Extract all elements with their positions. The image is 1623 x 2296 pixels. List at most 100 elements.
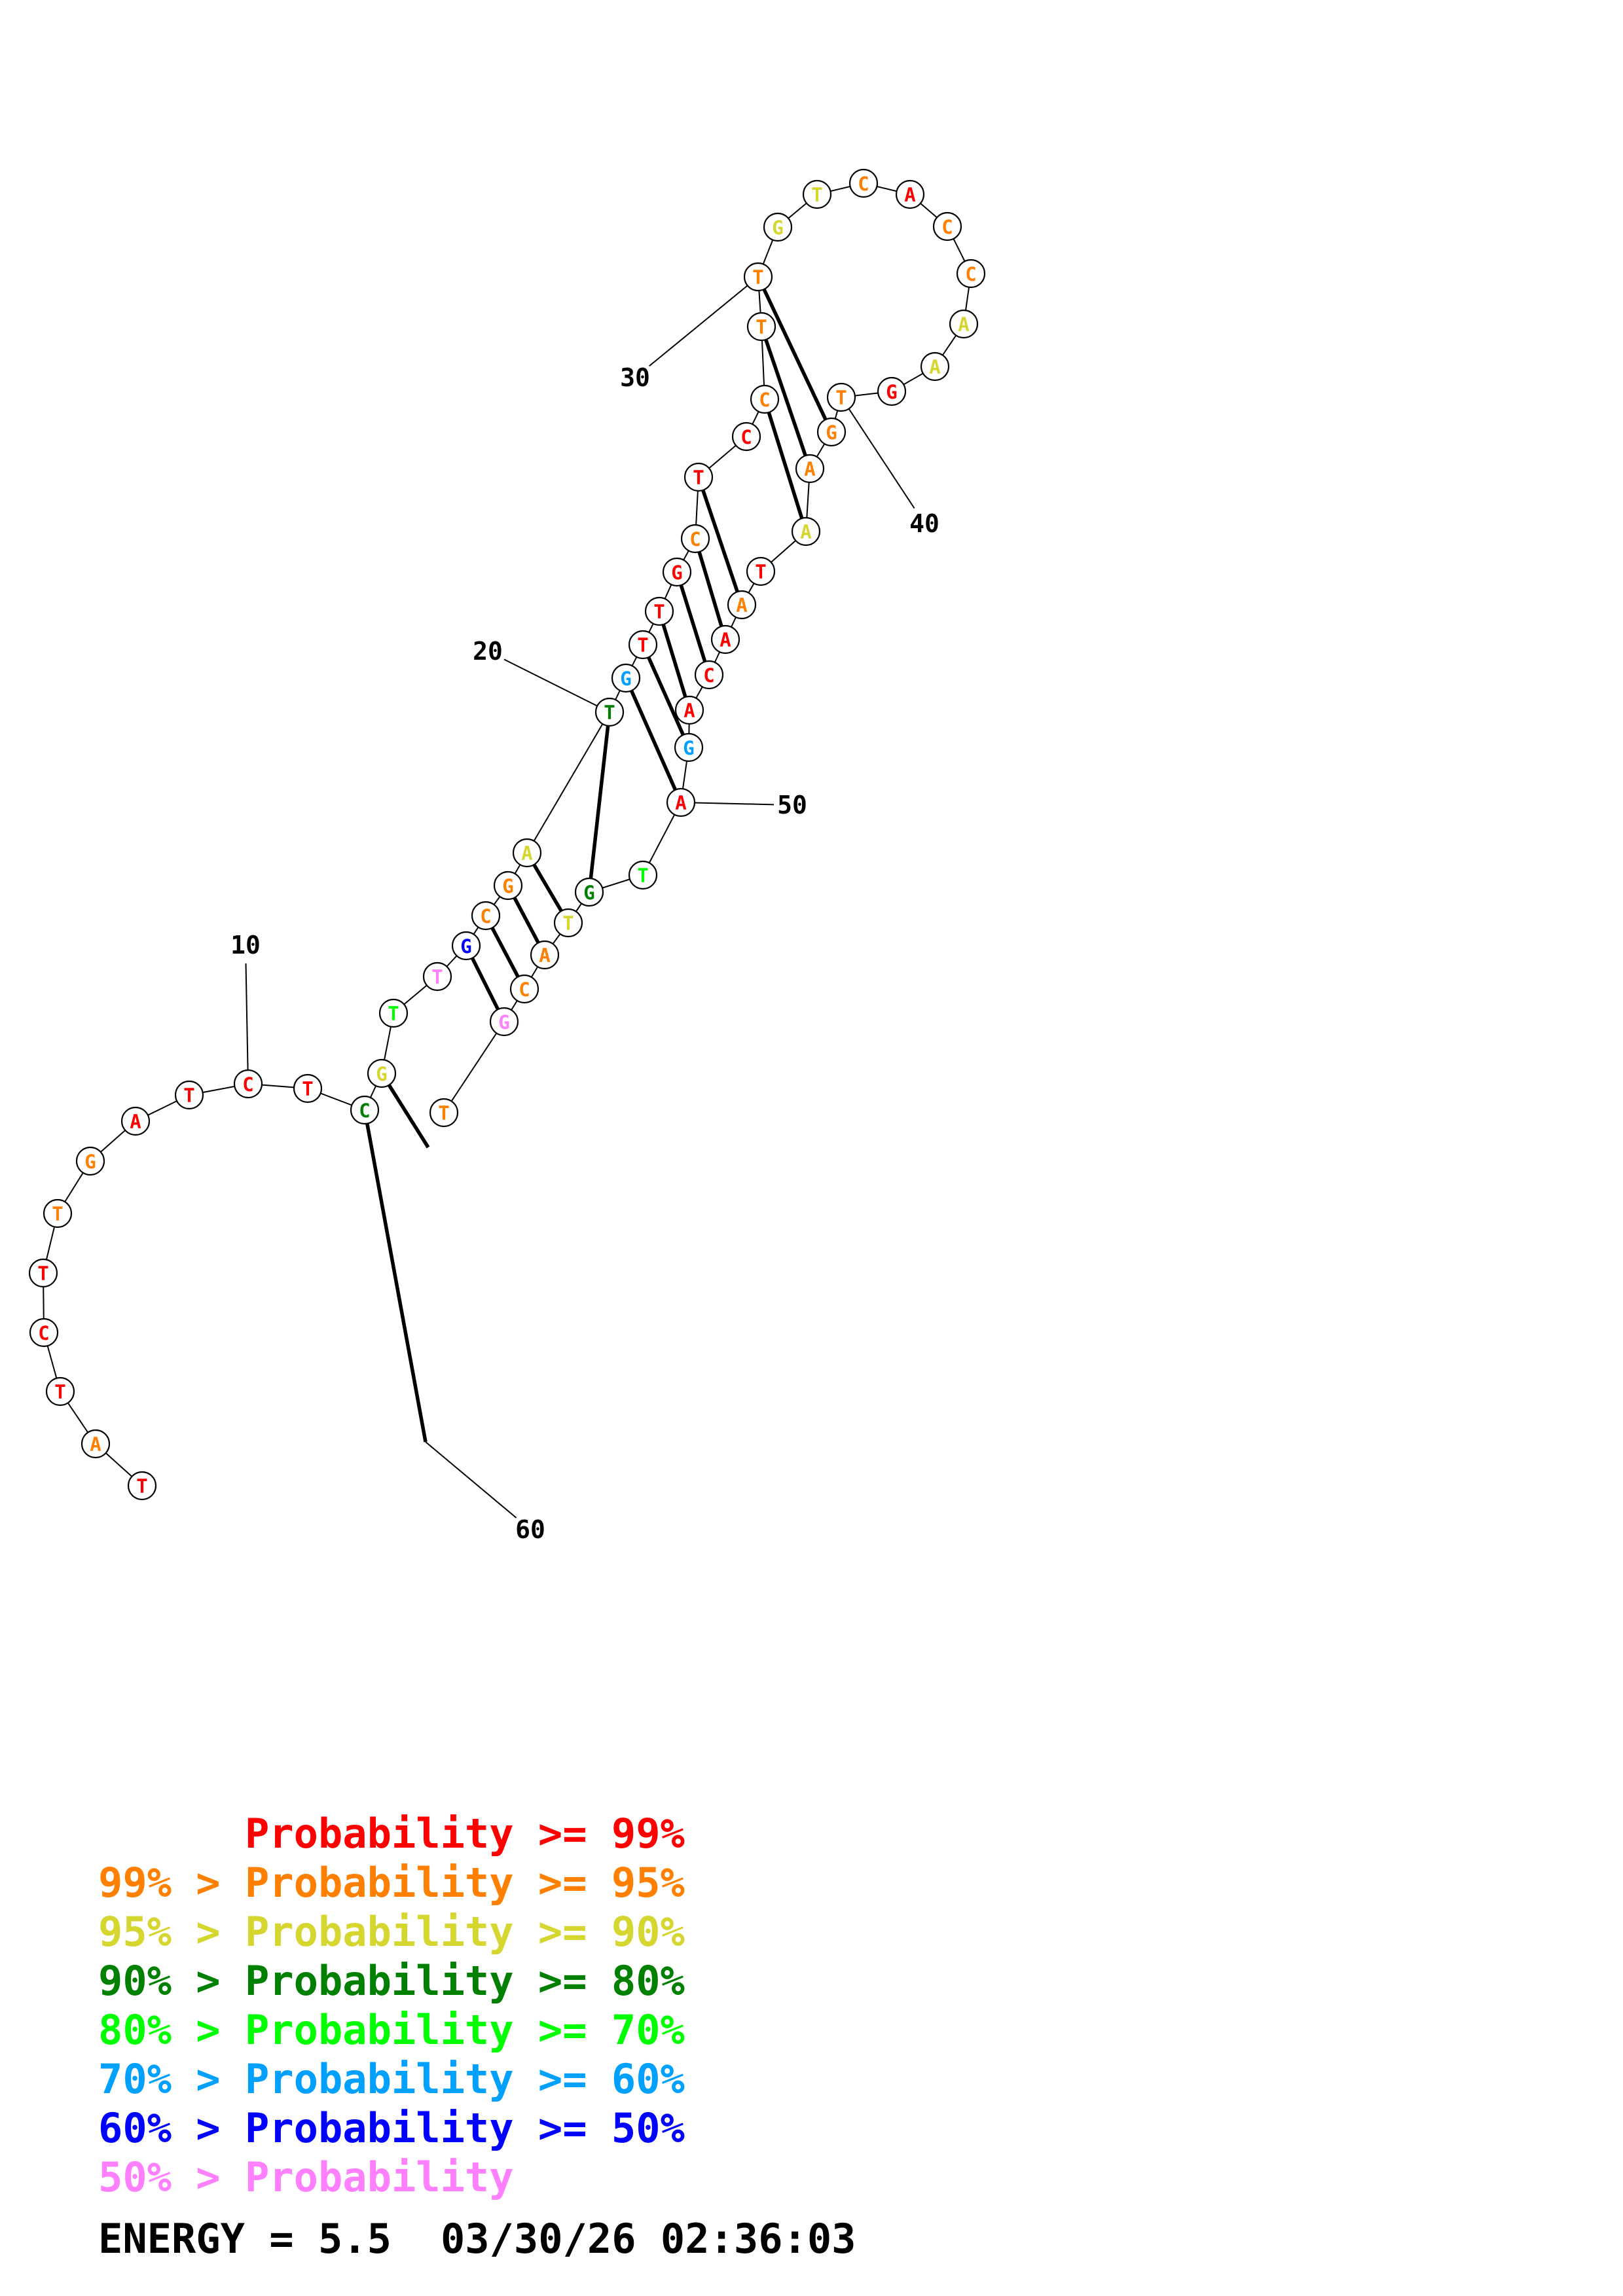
- nucleotide-letter: A: [539, 944, 550, 967]
- nucleotide-circle: [493, 870, 523, 901]
- nucleotide-letter: A: [929, 356, 940, 378]
- nucleotide-letter: G: [886, 381, 897, 403]
- nucleotide-20: T: [594, 697, 625, 727]
- nucleotide-circle: [628, 630, 658, 660]
- nucleotide-36: C: [956, 259, 986, 289]
- nucleotide-44: T: [746, 556, 776, 586]
- nucleotide-letter: G: [683, 737, 694, 759]
- nucleotide-letter: A: [90, 1433, 101, 1456]
- nucleotide-circle: [422, 961, 452, 992]
- nucleotide-letter: T: [54, 1381, 65, 1403]
- energy-footer: ENERGY = 5.5 03/30/26 02:36:03: [98, 2215, 856, 2263]
- base-pair-28-43: [763, 399, 808, 532]
- nucleotide-circle: [763, 212, 793, 242]
- nucleotide-42: A: [795, 454, 825, 484]
- nucleotide-circle: [666, 787, 696, 817]
- nucleotide-letter: A: [958, 314, 969, 336]
- nucleotide-letter: T: [755, 561, 766, 583]
- nucleotide-circle: [662, 557, 692, 587]
- nucleotide-17: C: [471, 901, 501, 931]
- nucleotide-letter: C: [519, 978, 530, 1001]
- nucleotide-circle: [120, 1106, 151, 1136]
- nucleotide-50: A: [666, 787, 696, 817]
- nucleotide-48: A: [674, 695, 704, 725]
- base-pair-13-58: [380, 1072, 430, 1149]
- nucleotide-circle: [127, 1471, 157, 1501]
- legend-prefix-2: 99% >: [98, 1859, 245, 1907]
- nucleotide-circle: [553, 908, 583, 938]
- probability-legend: Probability >= 99% 99% > Probability >= …: [98, 1810, 685, 2201]
- nucleotide-27: C: [731, 422, 761, 452]
- nucleotide-letter: A: [521, 842, 532, 865]
- nucleotide-9: T: [174, 1080, 204, 1110]
- nucleotide-letter: T: [302, 1078, 313, 1100]
- nucleotide-letter: T: [835, 387, 847, 409]
- nucleotide-circle: [594, 697, 625, 727]
- legend-text-7: Probability >= 50%: [245, 2104, 685, 2152]
- position-tick-50: [680, 802, 775, 806]
- nucleotide-circle: [611, 663, 641, 693]
- nucleotide-circle: [451, 931, 481, 961]
- nucleotide-14: T: [378, 998, 409, 1028]
- nucleotide-circle: [877, 376, 907, 406]
- legend-row-1: Probability >= 99%: [98, 1810, 685, 1857]
- nucleotide-circle: [367, 1058, 397, 1088]
- nucleotide-letter: T: [653, 601, 665, 623]
- nucleotide-letter: A: [804, 458, 815, 480]
- nucleotide-41: G: [816, 417, 847, 447]
- timestamp: 03/30/26 02:36:03: [441, 2215, 856, 2263]
- nucleotide-letter: G: [772, 217, 783, 239]
- nucleotide-circle: [710, 624, 740, 655]
- nucleotide-letter: T: [37, 1263, 48, 1285]
- nucleotide-46: A: [710, 624, 740, 655]
- nucleotide-circle: [826, 382, 856, 412]
- nucleotide-letter: A: [736, 594, 747, 617]
- nucleotide-circle: [43, 1198, 73, 1229]
- nucleotide-letter: G: [620, 668, 631, 690]
- nucleotide-45: A: [727, 590, 757, 620]
- nucleotide-26: T: [684, 462, 714, 492]
- nucleotide-letter: T: [431, 966, 443, 988]
- nucleotide-37: A: [949, 309, 979, 339]
- nucleotide-letter: G: [376, 1063, 387, 1085]
- nucleotide-circle: [509, 974, 539, 1004]
- nucleotide-letter: G: [460, 935, 471, 958]
- nucleotide-circle: [949, 309, 979, 339]
- position-label-10: 10: [230, 931, 261, 960]
- nucleotide-letter: C: [38, 1322, 49, 1344]
- nucleotide-circle: [29, 1318, 59, 1348]
- position-tick-30: [649, 276, 759, 367]
- nucleotide-47: C: [694, 660, 724, 690]
- nucleotide-1: T: [127, 1471, 157, 1501]
- nucleotide-circle: [45, 1376, 75, 1407]
- nucleotide-circle: [489, 1007, 519, 1037]
- nucleotide-letter: A: [675, 792, 686, 814]
- nucleotide-34: A: [895, 179, 925, 209]
- legend-prefix-1: [98, 1810, 245, 1857]
- nucleotide-33: C: [848, 168, 879, 198]
- nucleotide-circle: [28, 1258, 58, 1288]
- nucleotide-54: A: [530, 940, 560, 970]
- legend-text-6: Probability >= 60%: [245, 2055, 685, 2103]
- nucleotide-circle: [81, 1429, 111, 1459]
- nucleotide-circle: [644, 596, 674, 626]
- nucleotide-letter: T: [752, 266, 763, 289]
- nucleotide-letter: G: [498, 1011, 509, 1033]
- nucleotide-16: G: [451, 931, 481, 961]
- nucleotide-letter: C: [689, 528, 701, 550]
- nucleotide-circle: [816, 417, 847, 447]
- nucleotide-letter: T: [136, 1475, 147, 1498]
- nucleotide-letter: A: [130, 1111, 141, 1133]
- nucleotide-53: T: [553, 908, 583, 938]
- nucleotide-letter: G: [502, 875, 513, 897]
- position-label-40: 40: [909, 509, 939, 538]
- nucleotide-letter: G: [84, 1151, 96, 1173]
- nucleotide-28: C: [750, 384, 780, 414]
- nucleotide-21: G: [611, 663, 641, 693]
- base-pair-layer: [363, 276, 833, 1443]
- legend-prefix-8: 50% >: [98, 2153, 245, 2201]
- nucleotide-circle: [920, 351, 950, 382]
- nucleotide-letter: C: [740, 426, 752, 448]
- legend-row-3: 95% > Probability >= 90%: [98, 1908, 685, 1956]
- nucleotide-49: G: [674, 732, 704, 762]
